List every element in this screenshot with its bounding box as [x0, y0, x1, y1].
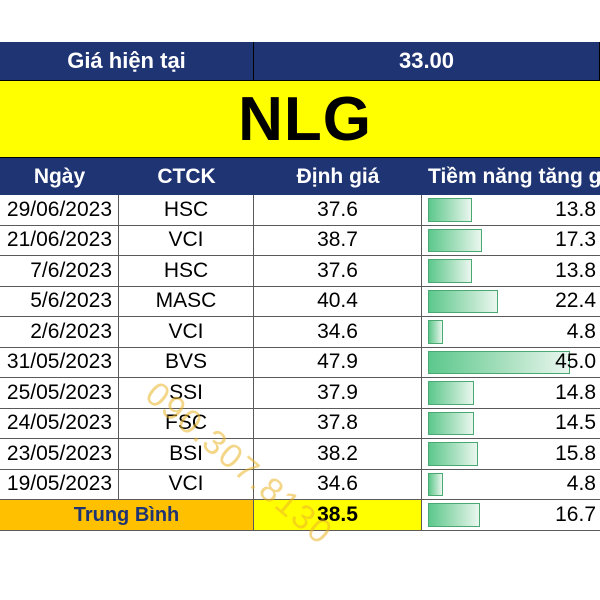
cell-date: 23/05/2023 [0, 439, 119, 469]
cell-firm: VCI [119, 225, 254, 255]
header-potential: Tiềm năng tăng g [428, 164, 600, 188]
potential-value: 45.0 [555, 350, 596, 374]
table-body: 29/06/2023 HSC 37.6 13.8 21/06/2023 VCI … [0, 195, 600, 500]
potential-value: 17.3 [555, 228, 596, 252]
average-row: Trung Bình 38.5 16.7 [0, 500, 600, 531]
table-row: 19/05/2023 VCI 34.6 4.8 [0, 469, 600, 500]
cell-potential: 15.8 [422, 439, 600, 469]
cell-firm: VCI [119, 469, 254, 499]
table-row: 23/05/2023 BSI 38.2 15.8 [0, 439, 600, 470]
cell-firm: HSC [119, 256, 254, 286]
table-header: Ngày CTCK Định giá Tiềm năng tăng g [0, 158, 600, 195]
cell-date: 5/6/2023 [0, 286, 119, 316]
cell-potential: 45.0 [422, 348, 600, 378]
potential-value: 22.4 [555, 289, 596, 313]
cell-date: 19/05/2023 [0, 469, 119, 499]
cell-firm: HSC [119, 195, 254, 225]
ticker-symbol: NLG [238, 84, 372, 154]
table-row: 29/06/2023 HSC 37.6 13.8 [0, 195, 600, 226]
table-row: 25/05/2023 SSI 37.9 14.8 [0, 378, 600, 409]
cell-valuation: 40.4 [254, 286, 422, 316]
cell-potential: 4.8 [422, 317, 600, 347]
cell-date: 29/06/2023 [0, 195, 119, 225]
potential-databar [428, 442, 478, 466]
cell-valuation: 38.7 [254, 225, 422, 255]
cell-valuation: 34.6 [254, 317, 422, 347]
average-potential: 16.7 [422, 500, 600, 530]
cell-potential: 14.5 [422, 409, 600, 439]
cell-valuation: 37.9 [254, 378, 422, 408]
average-valuation: 38.5 [254, 500, 422, 530]
table-row: 21/06/2023 VCI 38.7 17.3 [0, 225, 600, 256]
cell-date: 2/6/2023 [0, 317, 119, 347]
potential-databar [428, 259, 472, 283]
potential-value: 13.8 [555, 197, 596, 221]
table-row: 31/05/2023 BVS 47.9 45.0 [0, 347, 600, 378]
cell-firm: VCI [119, 317, 254, 347]
cell-potential: 13.8 [422, 195, 600, 225]
current-price-value: 33.00 [254, 42, 600, 80]
cell-date: 25/05/2023 [0, 378, 119, 408]
cell-potential: 4.8 [422, 470, 600, 500]
potential-databar [428, 320, 443, 344]
average-databar [428, 503, 480, 527]
cell-firm: FSC [119, 408, 254, 438]
cell-valuation: 34.6 [254, 469, 422, 499]
potential-databar [428, 411, 474, 435]
potential-value: 14.5 [555, 411, 596, 435]
cell-potential: 14.8 [422, 378, 600, 408]
cell-potential: 22.4 [422, 287, 600, 317]
header-valuation: Định giá [296, 164, 380, 188]
table-row: 5/6/2023 MASC 40.4 22.4 [0, 286, 600, 317]
cell-firm: BVS [119, 347, 254, 377]
current-price-row: Giá hiện tại 33.00 [0, 42, 600, 80]
cell-valuation: 37.8 [254, 408, 422, 438]
average-potential-value: 16.7 [555, 503, 596, 526]
potential-databar [428, 381, 474, 405]
cell-firm: SSI [119, 378, 254, 408]
potential-databar [428, 228, 482, 252]
cell-date: 7/6/2023 [0, 256, 119, 286]
table-row: 7/6/2023 HSC 37.6 13.8 [0, 256, 600, 287]
potential-value: 15.8 [555, 441, 596, 465]
potential-databar [428, 472, 443, 496]
cell-date: 21/06/2023 [0, 225, 119, 255]
table-row: 2/6/2023 VCI 34.6 4.8 [0, 317, 600, 348]
ticker-banner: NLG [0, 80, 600, 158]
cell-date: 24/05/2023 [0, 408, 119, 438]
potential-value: 4.8 [566, 319, 596, 343]
cell-date: 31/05/2023 [0, 347, 119, 377]
potential-value: 14.8 [555, 380, 596, 404]
potential-databar [428, 289, 498, 313]
header-date: Ngày [33, 164, 86, 188]
cell-firm: MASC [119, 286, 254, 316]
cell-potential: 17.3 [422, 226, 600, 256]
header-firm: CTCK [157, 164, 216, 188]
cell-valuation: 37.6 [254, 256, 422, 286]
potential-value: 13.8 [555, 258, 596, 282]
average-label: Trung Bình [0, 500, 254, 530]
table-row: 24/05/2023 FSC 37.8 14.5 [0, 408, 600, 439]
potential-databar [428, 198, 472, 222]
current-price-label: Giá hiện tại [0, 42, 254, 80]
cell-potential: 13.8 [422, 256, 600, 286]
cell-valuation: 47.9 [254, 347, 422, 377]
cell-firm: BSI [119, 439, 254, 469]
cell-valuation: 38.2 [254, 439, 422, 469]
cell-valuation: 37.6 [254, 195, 422, 225]
potential-databar [428, 350, 570, 374]
potential-value: 4.8 [566, 472, 596, 496]
